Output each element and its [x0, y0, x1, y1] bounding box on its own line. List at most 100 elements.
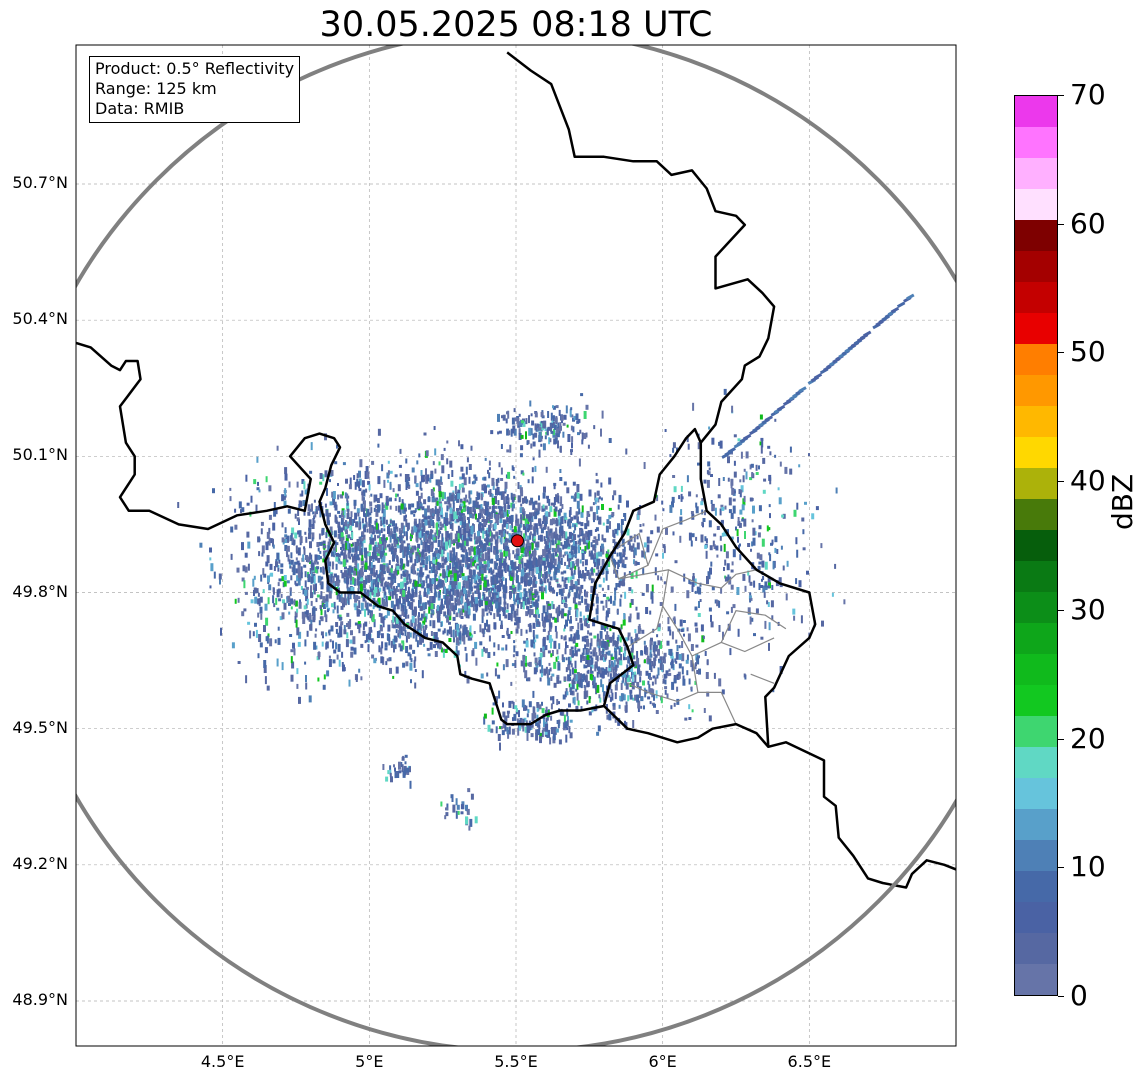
echo-pixel — [408, 545, 411, 551]
echo-pixel — [574, 645, 577, 653]
echo-pixel — [346, 503, 350, 509]
echo-pixel — [390, 577, 394, 584]
echo-pixel — [298, 530, 302, 538]
echo-pixel — [532, 622, 536, 629]
echo-pixel — [609, 696, 612, 702]
echo-pixel — [667, 673, 670, 677]
echo-pixel — [314, 511, 317, 518]
echo-pixel — [602, 522, 605, 526]
echo-pixel — [621, 538, 625, 547]
echo-pixel — [307, 504, 311, 512]
echo-pixel — [494, 574, 497, 582]
echo-pixel — [447, 565, 450, 571]
echo-pixel — [649, 651, 652, 658]
echo-pixel — [325, 615, 328, 623]
echo-pixel — [481, 523, 484, 527]
echo-pixel — [502, 519, 506, 528]
echo-pixel — [290, 656, 293, 664]
echo-pixel — [556, 606, 559, 615]
echo-pixel — [399, 535, 403, 541]
echo-pixel — [478, 521, 482, 525]
echo-pixel — [392, 638, 396, 646]
echo-pixel — [363, 508, 367, 512]
echo-pixel — [493, 588, 497, 594]
echo-pixel — [411, 503, 415, 508]
echo-pixel — [313, 499, 316, 503]
echo-pixel — [542, 443, 546, 451]
echo-pixel — [356, 539, 360, 546]
echo-pixel — [672, 447, 675, 453]
echo-pixel — [545, 612, 549, 620]
echo-pixel — [587, 533, 590, 541]
echo-pixel — [553, 558, 557, 566]
echo-pixel — [347, 593, 350, 601]
echo-pixel — [633, 661, 637, 668]
echo-pixel — [467, 631, 470, 638]
echo-pixel — [388, 547, 392, 552]
echo-pixel — [312, 606, 316, 615]
echo-pixel — [518, 597, 521, 604]
echo-pixel — [351, 531, 354, 539]
echo-pixel — [241, 507, 245, 513]
echo-pixel — [632, 655, 636, 660]
echo-pixel — [243, 608, 247, 612]
echo-pixel — [541, 521, 544, 524]
echo-pixel — [590, 578, 593, 584]
echo-pixel — [768, 474, 772, 481]
echo-pixel — [279, 616, 283, 621]
echo-pixel — [419, 574, 422, 583]
echo-pixel — [411, 589, 415, 598]
echo-pixel — [451, 560, 454, 569]
echo-pixel — [550, 502, 554, 506]
echo-pixel — [738, 544, 740, 551]
echo-pixel — [524, 573, 528, 582]
echo-pixel — [446, 569, 450, 578]
echo-pixel — [686, 627, 689, 632]
echo-pixel — [629, 602, 632, 608]
echo-pixel — [596, 633, 599, 642]
echo-pixel — [671, 631, 674, 640]
echo-pixel — [375, 570, 378, 576]
echo-pixel — [455, 613, 459, 618]
echo-pixel — [416, 537, 419, 543]
echo-pixel — [608, 507, 612, 511]
echo-pixel — [590, 666, 592, 674]
echo-pixel — [320, 605, 322, 611]
echo-pixel — [443, 628, 446, 634]
echo-pixel — [617, 523, 620, 531]
echo-pixel — [527, 546, 531, 554]
echo-pixel — [303, 605, 307, 610]
echo-pixel — [600, 667, 603, 676]
echo-pixel — [357, 596, 361, 600]
echo-pixel — [426, 592, 429, 598]
echo-pixel — [519, 556, 522, 560]
echo-pixel — [370, 493, 373, 497]
echo-pixel — [378, 530, 381, 534]
echo-pixel — [455, 603, 457, 611]
echo-pixel — [629, 663, 632, 668]
echo-pixel — [762, 489, 766, 494]
echo-pixel — [654, 654, 658, 658]
echo-pixel — [359, 583, 363, 592]
echo-pixel — [424, 516, 428, 521]
echo-pixel — [329, 526, 333, 533]
echo-pixel — [415, 532, 418, 537]
echo-pixel — [639, 676, 642, 683]
echo-pixel — [486, 501, 490, 506]
echo-pixel — [439, 481, 443, 485]
echo-pixel — [608, 665, 612, 672]
echo-pixel — [689, 581, 692, 585]
echo-pixel — [480, 548, 482, 552]
echo-pixel — [678, 653, 682, 660]
echo-pixel — [414, 558, 417, 566]
echo-pixel — [643, 659, 646, 664]
echo-pixel — [505, 562, 508, 566]
echo-pixel — [338, 553, 341, 558]
echo-pixel — [456, 542, 459, 547]
echo-pixel — [573, 673, 576, 680]
echo-pixel — [436, 508, 440, 517]
echo-pixel — [355, 594, 359, 601]
echo-pixel — [569, 688, 572, 693]
echo-pixel — [400, 562, 403, 571]
echo-pixel — [624, 645, 628, 651]
